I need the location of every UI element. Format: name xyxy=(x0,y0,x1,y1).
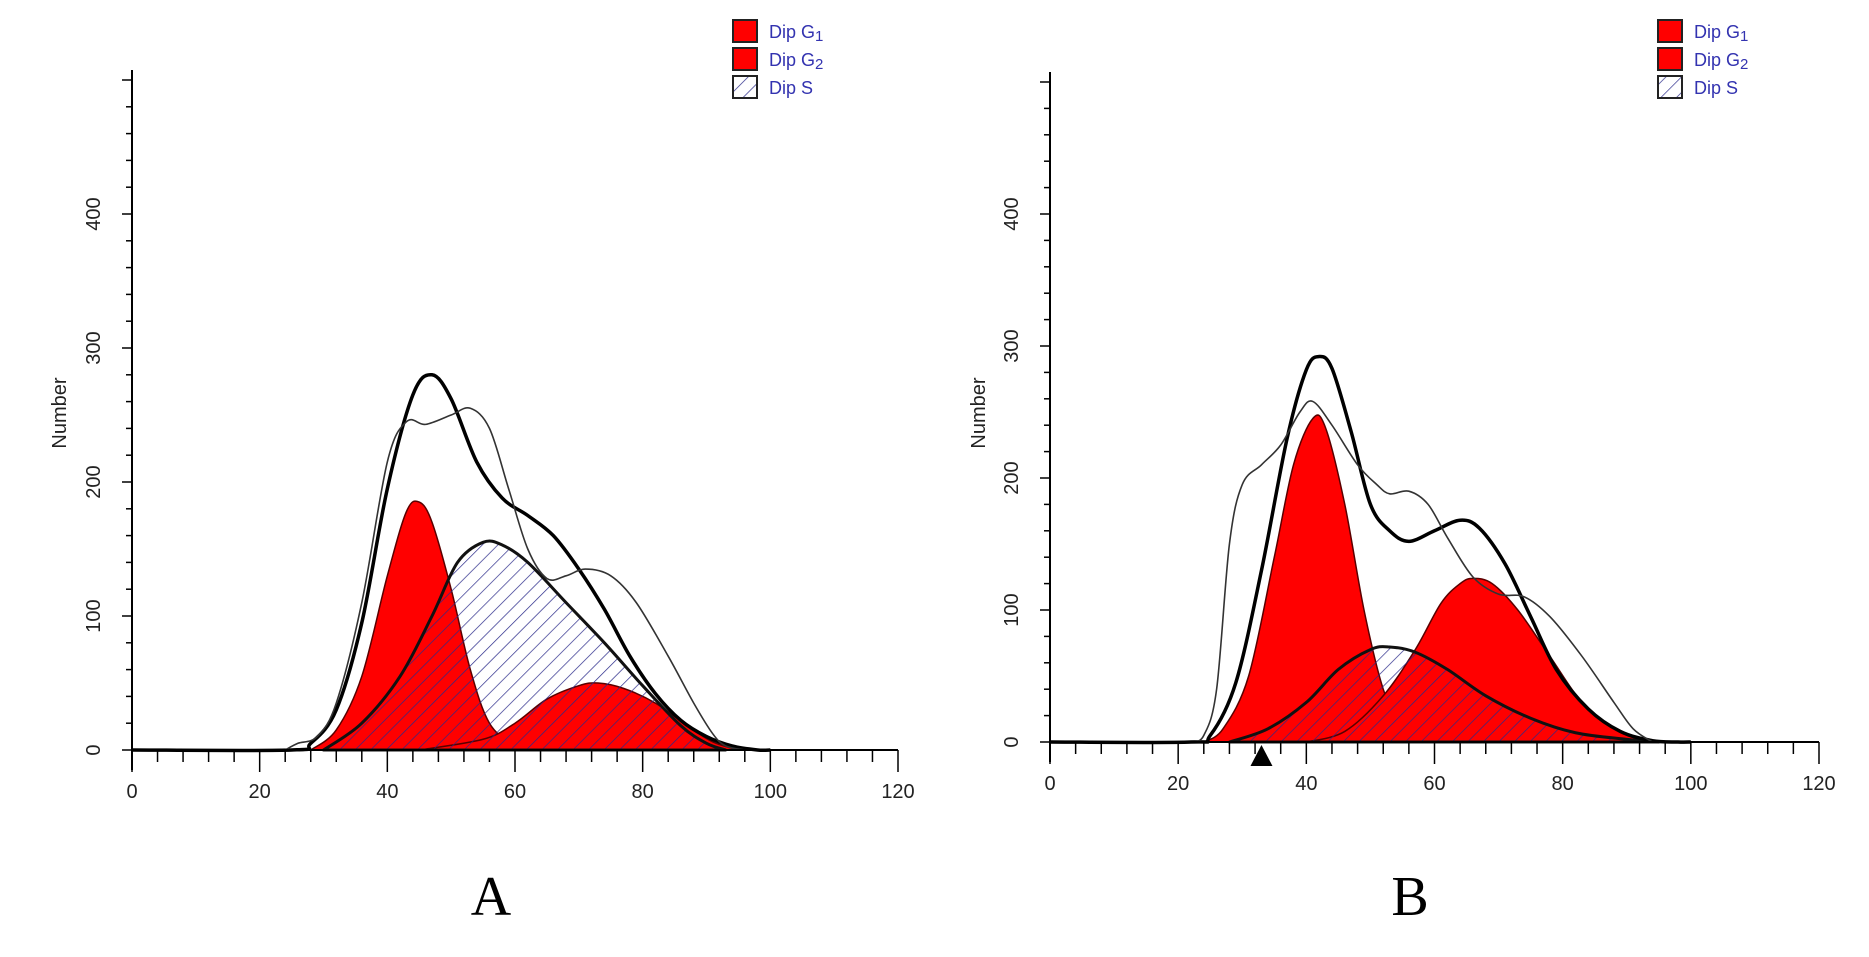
x-tick-label: 0 xyxy=(126,781,137,803)
x-tick-label: 20 xyxy=(1167,773,1189,795)
legend-swatch xyxy=(732,75,758,99)
y-tick-label: 100 xyxy=(83,599,105,632)
series-data-line xyxy=(1190,400,1653,743)
x-tick-label: 0 xyxy=(1044,773,1055,795)
gate-marker-triangle xyxy=(1250,745,1273,766)
legend-label-text: Dip G xyxy=(769,22,815,42)
legend-label-subscript: 2 xyxy=(815,56,823,73)
panel-b: 0 20 40 60 80 100 120 0 100 200 300 400 Number Dip G1… xyxy=(968,19,1836,928)
y-axis-title: Number xyxy=(968,377,990,448)
legend-label-text: Dip S xyxy=(769,78,813,98)
legend-label-text: Dip G xyxy=(1694,22,1740,42)
legend-swatch xyxy=(1657,47,1683,71)
series-dip-s-area xyxy=(322,539,728,752)
x-tick-label: 80 xyxy=(1552,773,1574,795)
series-model-fit-line xyxy=(131,372,771,753)
legend-label-subscript: 2 xyxy=(1740,56,1748,73)
x-tick-label: 100 xyxy=(754,781,787,803)
legend-swatch xyxy=(732,47,758,71)
legend-label: Dip S xyxy=(1694,78,1738,98)
legend-label: Dip G2 xyxy=(1694,50,1748,73)
x-tick-label: 20 xyxy=(249,781,271,803)
legend-swatch xyxy=(1657,19,1683,43)
x-tick-label: 120 xyxy=(1802,773,1835,795)
legend-label-subscript: 1 xyxy=(1740,28,1748,45)
panel-label: A xyxy=(471,866,512,928)
legend-label: Dip S xyxy=(769,78,813,98)
x-tick-label: 40 xyxy=(376,781,398,803)
legend-label: Dip G2 xyxy=(769,50,823,73)
legend-label-text: Dip G xyxy=(769,50,815,70)
panel-a: 0 20 40 60 80 100 120 0 100 200 300 400 Number Dip G1… xyxy=(49,19,915,928)
series-model-fit-line xyxy=(1049,354,1691,745)
x-tick-label: 60 xyxy=(504,781,526,803)
legend-label-subscript: 1 xyxy=(815,28,823,45)
y-tick-label: 0 xyxy=(1001,736,1023,747)
legend-swatch xyxy=(1657,75,1683,99)
y-axis-title: Number xyxy=(49,377,71,448)
legend-label: Dip G1 xyxy=(1694,22,1748,45)
y-tick-label: 300 xyxy=(83,331,105,364)
legend-label-text: Dip G xyxy=(1694,50,1740,70)
series-data-line xyxy=(284,407,745,751)
y-tick-label: 300 xyxy=(1001,329,1023,362)
y-tick-label: 400 xyxy=(1001,197,1023,230)
legend-swatch xyxy=(732,19,758,43)
x-tick-label: 80 xyxy=(632,781,654,803)
x-tick-label: 60 xyxy=(1423,773,1445,795)
x-tick-label: 40 xyxy=(1295,773,1317,795)
y-tick-label: 0 xyxy=(83,744,105,755)
legend-label: Dip G1 xyxy=(769,22,823,45)
y-tick-label: 200 xyxy=(83,465,105,498)
y-tick-label: 200 xyxy=(1001,461,1023,494)
panel-label: B xyxy=(1391,866,1428,928)
x-tick-label: 100 xyxy=(1674,773,1707,795)
series-dip-s-area xyxy=(1227,645,1661,744)
y-tick-label: 400 xyxy=(83,197,105,230)
legend-label-text: Dip S xyxy=(1694,78,1738,98)
y-tick-label: 100 xyxy=(1001,593,1023,626)
x-tick-label: 120 xyxy=(881,781,914,803)
